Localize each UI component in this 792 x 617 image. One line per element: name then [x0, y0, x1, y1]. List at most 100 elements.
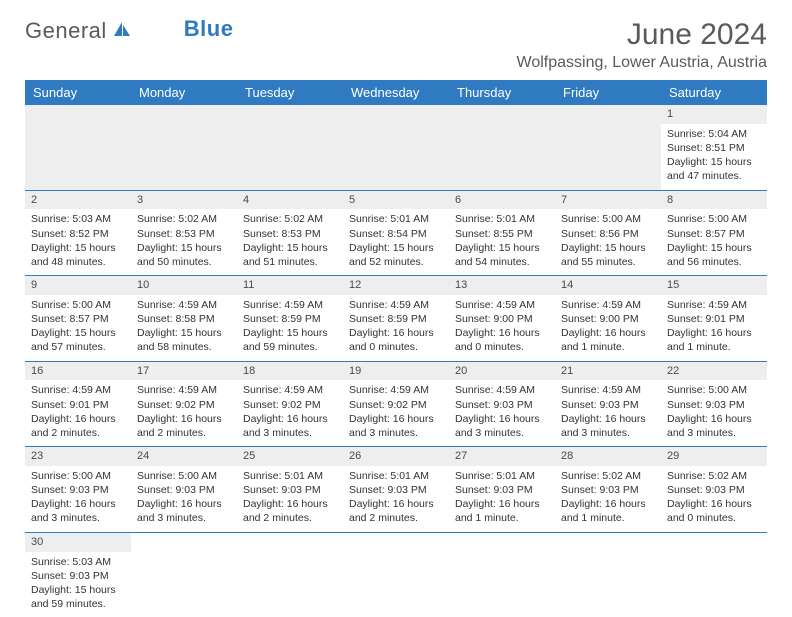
daylight-text: Daylight: 16 hours and 3 minutes. [31, 497, 125, 525]
month-title: June 2024 [517, 18, 768, 52]
sunset-text: Sunset: 9:03 PM [455, 483, 549, 497]
sunset-text: Sunset: 9:01 PM [667, 312, 761, 326]
calendar-day-cell: 15Sunrise: 4:59 AMSunset: 9:01 PMDayligh… [661, 276, 767, 362]
sunset-text: Sunset: 8:53 PM [243, 227, 337, 241]
day-number: 12 [343, 276, 449, 295]
sunset-text: Sunset: 9:03 PM [561, 483, 655, 497]
daylight-text: Daylight: 16 hours and 1 minute. [455, 497, 549, 525]
daylight-text: Daylight: 15 hours and 55 minutes. [561, 241, 655, 269]
sunset-text: Sunset: 9:00 PM [455, 312, 549, 326]
calendar-day-cell: 5Sunrise: 5:01 AMSunset: 8:54 PMDaylight… [343, 190, 449, 276]
calendar-day-cell [343, 105, 449, 190]
calendar-day-cell: 17 Sunrise: 4:59 AMSunset: 9:02 PMDayligh… [131, 361, 237, 447]
sunrise-text: Sunrise: 4:59 AM [137, 383, 231, 397]
day-number: 20 [449, 362, 555, 381]
daylight-text: Daylight: 15 hours and 52 minutes. [349, 241, 443, 269]
day-number: 17 [131, 362, 237, 381]
calendar-day-cell: 2Sunrise: 5:03 AMSunset: 8:52 PMDaylight… [25, 190, 131, 276]
sunrise-text: Sunrise: 4:59 AM [349, 298, 443, 312]
sunrise-text: Sunrise: 5:02 AM [667, 469, 761, 483]
daylight-text: Daylight: 16 hours and 2 minutes. [349, 497, 443, 525]
sunrise-text: Sunrise: 4:59 AM [243, 298, 337, 312]
sunset-text: Sunset: 9:03 PM [31, 483, 125, 497]
daylight-text: Daylight: 16 hours and 3 minutes. [455, 412, 549, 440]
daylight-text: Daylight: 16 hours and 2 minutes. [243, 497, 337, 525]
sunrise-text: Sunrise: 5:00 AM [31, 298, 125, 312]
day-number: 15 [661, 276, 767, 295]
daylight-text: Daylight: 16 hours and 3 minutes. [137, 497, 231, 525]
sunrise-text: Sunrise: 4:59 AM [561, 298, 655, 312]
sunset-text: Sunset: 8:56 PM [561, 227, 655, 241]
sunrise-text: Sunrise: 5:01 AM [349, 469, 443, 483]
calendar-day-cell [131, 532, 237, 617]
sunrise-text: Sunrise: 4:59 AM [137, 298, 231, 312]
sunrise-text: Sunrise: 5:03 AM [31, 555, 125, 569]
sunset-text: Sunset: 8:55 PM [455, 227, 549, 241]
calendar-day-cell: 3Sunrise: 5:02 AMSunset: 8:53 PMDaylight… [131, 190, 237, 276]
day-number: 4 [237, 191, 343, 210]
sunset-text: Sunset: 8:58 PM [137, 312, 231, 326]
daylight-text: Daylight: 16 hours and 1 minute. [561, 497, 655, 525]
weekday-header: Thursday [449, 80, 555, 105]
daylight-text: Daylight: 16 hours and 1 minute. [561, 326, 655, 354]
day-number: 10 [131, 276, 237, 295]
sunset-text: Sunset: 9:03 PM [667, 398, 761, 412]
weekday-header-row: SundayMondayTuesdayWednesdayThursdayFrid… [25, 80, 767, 105]
calendar-day-cell: 18Sunrise: 4:59 AMSunset: 9:02 PMDayligh… [237, 361, 343, 447]
day-number: 19 [343, 362, 449, 381]
weekday-header: Friday [555, 80, 661, 105]
sunset-text: Sunset: 9:03 PM [243, 483, 337, 497]
sunrise-text: Sunrise: 4:59 AM [349, 383, 443, 397]
day-number: 27 [449, 447, 555, 466]
sunset-text: Sunset: 8:57 PM [667, 227, 761, 241]
sunrise-text: Sunrise: 4:59 AM [561, 383, 655, 397]
daylight-text: Daylight: 16 hours and 2 minutes. [137, 412, 231, 440]
daylight-text: Daylight: 15 hours and 58 minutes. [137, 326, 231, 354]
calendar-day-cell: 21Sunrise: 4:59 AMSunset: 9:03 PMDayligh… [555, 361, 661, 447]
daylight-text: Daylight: 16 hours and 3 minutes. [667, 412, 761, 440]
sunset-text: Sunset: 9:01 PM [31, 398, 125, 412]
calendar-day-cell [343, 532, 449, 617]
daylight-text: Daylight: 16 hours and 2 minutes. [31, 412, 125, 440]
day-number: 8 [661, 191, 767, 210]
calendar-week-row: 23Sunrise: 5:00 AMSunset: 9:03 PMDayligh… [25, 447, 767, 533]
sunset-text: Sunset: 8:52 PM [31, 227, 125, 241]
calendar-day-cell: 23Sunrise: 5:00 AMSunset: 9:03 PMDayligh… [25, 447, 131, 533]
calendar-day-cell: 24Sunrise: 5:00 AMSunset: 9:03 PMDayligh… [131, 447, 237, 533]
calendar-day-cell: 28Sunrise: 5:02 AMSunset: 9:03 PMDayligh… [555, 447, 661, 533]
day-number: 21 [555, 362, 661, 381]
header-right: June 2024 Wolfpassing, Lower Austria, Au… [517, 18, 768, 72]
calendar-day-cell: 22Sunrise: 5:00 AMSunset: 9:03 PMDayligh… [661, 361, 767, 447]
day-number: 16 [25, 362, 131, 381]
day-number: 5 [343, 191, 449, 210]
day-number: 7 [555, 191, 661, 210]
calendar-day-cell [131, 105, 237, 190]
calendar-week-row: 9Sunrise: 5:00 AMSunset: 8:57 PMDaylight… [25, 276, 767, 362]
daylight-text: Daylight: 16 hours and 1 minute. [667, 326, 761, 354]
weekday-header: Monday [131, 80, 237, 105]
sunrise-text: Sunrise: 5:00 AM [31, 469, 125, 483]
sunset-text: Sunset: 9:02 PM [137, 398, 231, 412]
day-number: 26 [343, 447, 449, 466]
sunset-text: Sunset: 9:03 PM [455, 398, 549, 412]
daylight-text: Daylight: 15 hours and 47 minutes. [667, 155, 761, 183]
daylight-text: Daylight: 16 hours and 0 minutes. [455, 326, 549, 354]
calendar-day-cell: 25Sunrise: 5:01 AMSunset: 9:03 PMDayligh… [237, 447, 343, 533]
calendar-day-cell: 19Sunrise: 4:59 AMSunset: 9:02 PMDayligh… [343, 361, 449, 447]
calendar-day-cell [25, 105, 131, 190]
calendar-day-cell: 1Sunrise: 5:04 AMSunset: 8:51 PMDaylight… [661, 105, 767, 190]
daylight-text: Daylight: 15 hours and 51 minutes. [243, 241, 337, 269]
day-number: 1 [661, 105, 767, 124]
day-number: 22 [661, 362, 767, 381]
daylight-text: Daylight: 15 hours and 59 minutes. [243, 326, 337, 354]
sunset-text: Sunset: 9:03 PM [31, 569, 125, 583]
calendar-day-cell [661, 532, 767, 617]
calendar-day-cell [237, 532, 343, 617]
sunset-text: Sunset: 8:54 PM [349, 227, 443, 241]
sunset-text: Sunset: 9:03 PM [137, 483, 231, 497]
sunset-text: Sunset: 9:02 PM [243, 398, 337, 412]
day-number: 9 [25, 276, 131, 295]
calendar-week-row: 30Sunrise: 5:03 AMSunset: 9:03 PMDayligh… [25, 532, 767, 617]
daylight-text: Daylight: 15 hours and 54 minutes. [455, 241, 549, 269]
calendar-day-cell: 10 Sunrise: 4:59 AMSunset: 8:58 PMDayligh… [131, 276, 237, 362]
